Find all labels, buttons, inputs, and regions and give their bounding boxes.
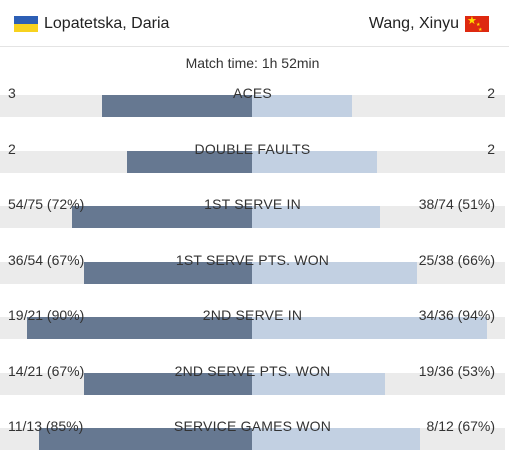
stat-bar-left xyxy=(84,262,252,284)
stat-bar-right xyxy=(252,373,385,395)
player-left-name: Lopatetska, Daria xyxy=(44,15,170,32)
stat-right-value: 2 xyxy=(487,141,495,157)
stat-left-value: 19/21 (90%) xyxy=(8,307,85,323)
stat-bar-track xyxy=(0,428,505,450)
stat-bar-right xyxy=(252,206,380,228)
stat-bar-right xyxy=(252,151,377,173)
stat-label: 1ST SERVE PTS. WON xyxy=(175,252,330,268)
stat-label: ACES xyxy=(233,85,272,101)
stat-bar-right xyxy=(252,262,417,284)
stat-bar-left xyxy=(72,206,252,228)
stat-right-value: 2 xyxy=(487,85,495,101)
stat-bar-right xyxy=(252,317,487,339)
stat-row: 54/75 (72%) 1ST SERVE IN 38/74 (51%) xyxy=(0,196,505,240)
stat-label: 2ND SERVE IN xyxy=(202,307,303,323)
stat-label: SERVICE GAMES WON xyxy=(173,418,332,434)
player-right-name: Wang, Xinyu xyxy=(368,15,459,32)
stat-bar-track xyxy=(0,317,505,339)
player-left[interactable]: Lopatetska, Daria xyxy=(14,14,169,34)
stat-bar-right xyxy=(252,95,352,117)
stat-left-value: 36/54 (67%) xyxy=(8,252,85,268)
stat-bar-left xyxy=(39,428,252,450)
stat-bar-left xyxy=(27,317,252,339)
stat-right-value: 8/12 (67%) xyxy=(426,418,495,434)
stat-bar-left xyxy=(84,373,252,395)
stat-bar-track xyxy=(0,206,505,228)
stat-left-value: 54/75 (72%) xyxy=(8,196,85,212)
stat-bar-track xyxy=(0,373,505,395)
stat-bar-track xyxy=(0,262,505,284)
stat-bar-left xyxy=(127,151,252,173)
stat-row: 2 DOUBLE FAULTS 2 xyxy=(0,141,505,185)
stat-left-value: 14/21 (67%) xyxy=(8,363,85,379)
stat-row: 36/54 (67%) 1ST SERVE PTS. WON 25/38 (66%) xyxy=(0,252,505,296)
players-header: Lopatetska, Daria Wang, Xinyu ★★★★ xyxy=(0,0,509,47)
stat-left-value: 11/13 (85%) xyxy=(8,418,84,434)
stat-row: 14/21 (67%) 2ND SERVE PTS. WON 19/36 (53%) xyxy=(0,363,505,407)
stat-label: 2ND SERVE PTS. WON xyxy=(174,363,331,379)
stat-bar-right xyxy=(252,428,420,450)
stat-row: 3 ACES 2 xyxy=(0,85,505,129)
stat-bar-track xyxy=(0,151,505,173)
stat-right-value: 25/38 (66%) xyxy=(418,252,495,268)
stat-right-value: 34/36 (94%) xyxy=(418,307,495,323)
china-flag-icon: ★★★★ xyxy=(465,16,489,32)
stat-right-value: 19/36 (53%) xyxy=(418,363,495,379)
ukraine-flag-icon xyxy=(14,16,38,32)
match-time: Match time: 1h 52min xyxy=(185,55,320,71)
stat-bar-track xyxy=(0,95,505,117)
player-right[interactable]: Wang, Xinyu ★★★★ xyxy=(369,14,489,34)
stat-left-value: 2 xyxy=(8,141,16,157)
stat-right-value: 38/74 (51%) xyxy=(418,196,495,212)
stat-row: 19/21 (90%) 2ND SERVE IN 34/36 (94%) xyxy=(0,307,505,351)
stat-left-value: 3 xyxy=(8,85,16,101)
stat-row: 11/13 (85%) SERVICE GAMES WON 8/12 (67%) xyxy=(0,418,505,458)
stat-label: DOUBLE FAULTS xyxy=(194,141,311,157)
stat-label: 1ST SERVE IN xyxy=(204,196,301,212)
stat-bar-left xyxy=(102,95,252,117)
